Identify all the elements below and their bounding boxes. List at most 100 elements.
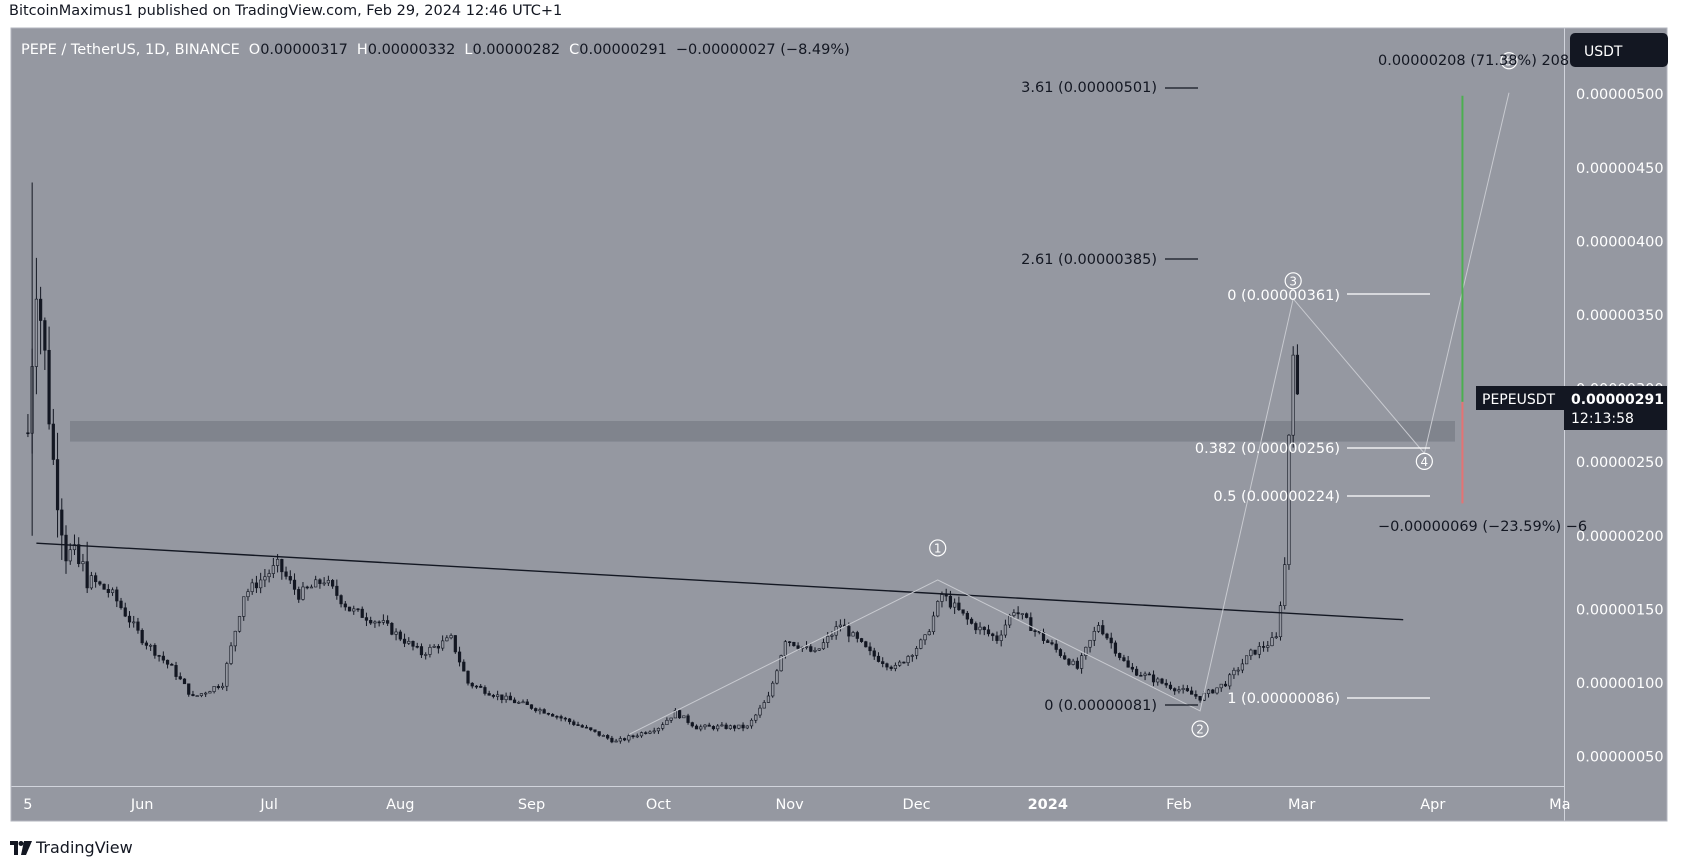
wave-count-path [628,92,1510,735]
fib-ret-label-0: 0 (0.00000361) [1227,288,1340,304]
fib-ext-label-0: 0 (0.00000081) [1044,698,1157,714]
tradingview-logo[interactable]: TradingView [10,838,133,857]
candle-body [923,634,927,641]
candle-body [1257,646,1261,655]
legend-symbol[interactable]: PEPE / TetherUS, 1D, BINANCE [21,42,240,58]
candle-body [127,615,132,623]
candle-body [931,615,936,633]
candle-body [432,646,436,648]
candle-body [593,729,597,732]
ohlc-legend: PEPE / TetherUS, 1D, BINANCE O0.00000317 H… [21,42,850,58]
candle-body [694,725,699,730]
candle-body [267,573,271,578]
candle-body [292,579,297,590]
candle-body [275,559,280,566]
time-tick-label: Jun [130,797,154,813]
candle-body [123,607,127,617]
candle-body [110,589,115,593]
candle-body [986,629,991,635]
candle-body [504,695,508,700]
candle-body [1245,655,1249,665]
candle-body [859,638,864,642]
candle-body [1054,643,1058,650]
candle-body [893,665,898,669]
candle-body [364,617,369,621]
candle-body [559,716,563,719]
candle-body [512,699,517,704]
candle-body [517,701,521,704]
candle-body [305,586,309,589]
candle-body [449,635,453,639]
candle-body [737,724,741,729]
candle-body [318,579,322,584]
candle-body [1173,688,1177,692]
long-position-stop-label: −0.00000069 (−23.59%) −6 [1378,519,1587,535]
candle-body [94,575,98,583]
candle-body [521,701,525,704]
time-scale-area[interactable] [11,787,1564,821]
currency-button-bg[interactable] [1570,33,1668,67]
legend-open-label: O [249,42,260,58]
price-tick-label: 0.00000450 [1576,161,1664,177]
candle-body [220,685,225,688]
candle-body [335,585,339,596]
candle-body [77,544,81,565]
price-tick-label: 0.00000100 [1576,676,1664,692]
candle-body [1223,683,1228,687]
candle-body [720,724,724,727]
time-tick-label: Oct [646,797,671,813]
candle-body [390,622,394,635]
candle-body [360,608,364,618]
candle-body [855,632,859,639]
candle-body [534,708,538,712]
candle-body [1156,678,1160,683]
candle-body [250,582,254,592]
time-tick-label: Jul [259,797,278,813]
candle-body [1270,637,1274,647]
candle-body [1261,646,1266,648]
candle-body [322,582,326,585]
candle-body [386,620,390,624]
candle-body [1232,669,1236,676]
candle-body [453,635,457,653]
time-tick-labels: 5 Jun Jul Aug Sep Oct Nov Dec 2024 Feb Mar Apr Ma [23,797,1570,813]
last-price-value: 0.00000291 [1571,392,1664,408]
candle-body [838,624,842,628]
candle-body [424,654,428,656]
candle-body [402,638,407,644]
candle-body [580,725,584,728]
candle-body [1160,678,1164,684]
candle-body [652,730,656,733]
candle-body [745,725,749,729]
candle-body [259,579,263,589]
candle-body [546,712,551,715]
candle-body [1206,689,1211,694]
candle-body [686,715,690,723]
candle-body [1194,694,1198,697]
time-tick-label: Dec [903,797,931,813]
legend-text: PEPE / TetherUS, 1D, BINANCE O0.00000317 H… [21,42,850,58]
resistance-zone [70,420,1455,442]
candle-body [1122,657,1126,662]
candle-body [191,694,195,697]
candle-body [51,423,55,460]
candle-body [914,648,919,656]
time-tick-label: Sep [518,797,545,813]
fib-ext-label-361: 3.61 (0.00000501) [1021,80,1157,96]
legend-low-label: L [464,42,472,58]
candle-body [271,565,275,574]
candle-body [1029,617,1033,631]
currency-button[interactable]: USDT [1570,33,1668,67]
time-tick-label: Apr [1420,797,1445,813]
candle-body [1109,637,1113,644]
candle-body [728,725,732,729]
candle-body [102,583,106,590]
candle-body [529,704,534,709]
currency-button-label[interactable]: USDT [1584,44,1623,60]
candle-body [199,693,204,696]
candle-body [352,608,356,612]
candle-body [1219,683,1223,689]
candle-body [847,626,851,637]
candle-body [225,663,229,687]
